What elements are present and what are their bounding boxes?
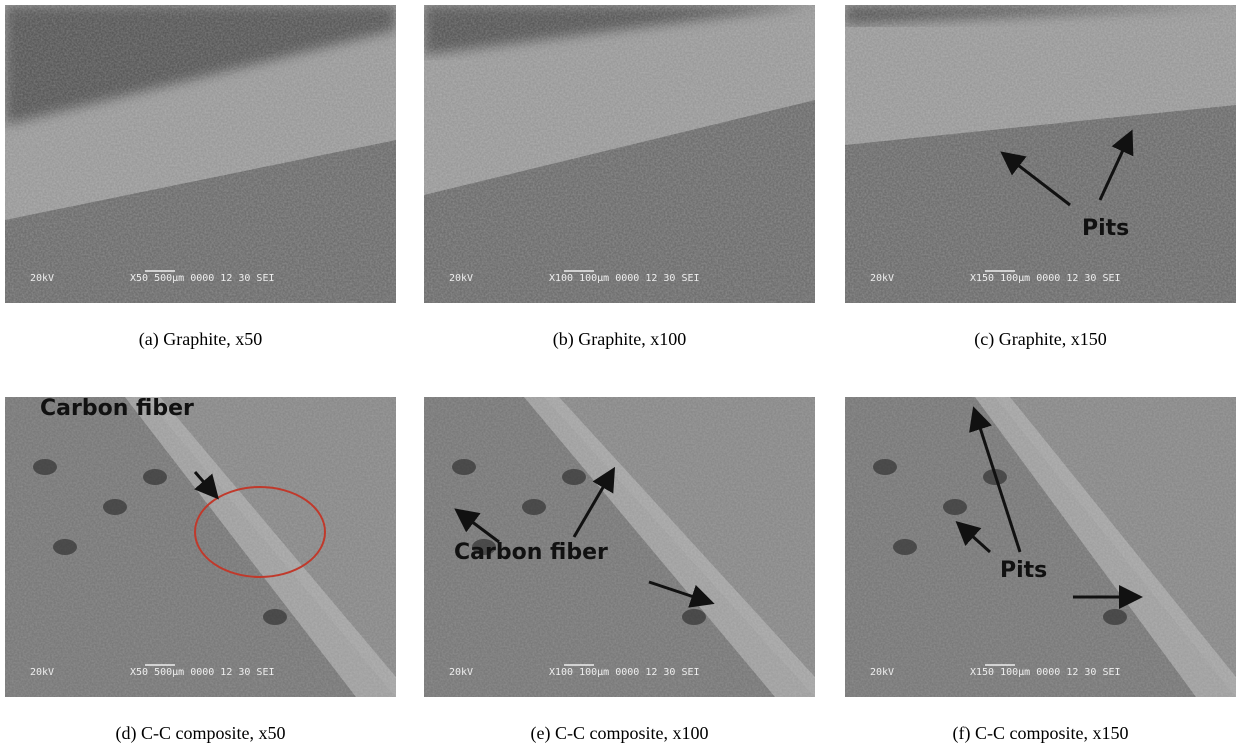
pit <box>682 609 706 625</box>
caption: (a) Graphite, x50 <box>139 329 262 350</box>
pit <box>263 609 287 625</box>
sem-image: 20kV X50 500µm 0000 12 30 SEI Carbon fiber <box>5 396 396 697</box>
pit <box>943 499 967 515</box>
sem-image: 20kV X50 500µm 0000 12 30 SEI <box>5 5 396 303</box>
scale-info: X150 100µm 0000 12 30 SEI <box>970 273 1121 284</box>
voltage: 20kV <box>30 667 54 678</box>
image-content: 20kV X150 100µm 0000 12 30 SEI Pits <box>845 397 1236 697</box>
voltage: 20kV <box>870 273 894 284</box>
voltage: 20kV <box>30 273 54 284</box>
voltage: 20kV <box>449 667 473 678</box>
caption: (b) Graphite, x100 <box>553 329 686 350</box>
scale-info: X50 500µm 0000 12 30 SEI <box>130 273 275 284</box>
pit <box>143 469 167 485</box>
texture <box>5 5 396 303</box>
caption: (c) Graphite, x150 <box>974 329 1106 350</box>
pit <box>103 499 127 515</box>
figure: 20kV X50 500µm 0000 12 30 SEI (a) Graphite… <box>0 0 1243 744</box>
pit <box>53 539 77 555</box>
texture <box>845 5 1236 303</box>
voltage: 20kV <box>449 273 473 284</box>
pit <box>522 499 546 515</box>
image-content: 20kV X100 100µm 0000 12 30 SEI Carbon fibe… <box>424 397 815 697</box>
voltage: 20kV <box>870 667 894 678</box>
caption: (d) C-C composite, x50 <box>116 723 286 744</box>
texture <box>424 5 815 303</box>
pit <box>1103 609 1127 625</box>
sem-image: 20kV X100 100µm 0000 12 30 SEI Carbon fibe… <box>424 397 815 697</box>
pit <box>873 459 897 475</box>
pit <box>33 459 57 475</box>
pit <box>893 539 917 555</box>
image-content: 20kV X50 500µm 0000 12 30 SEI <box>5 5 396 303</box>
annotation: Carbon fiber <box>454 540 608 565</box>
scale-info: X100 100µm 0000 12 30 SEI <box>549 273 700 284</box>
image-content: 20kV X100 100µm 0000 12 30 SEI <box>424 5 815 303</box>
scale-info: X100 100µm 0000 12 30 SEI <box>549 667 700 678</box>
pit <box>562 469 586 485</box>
scale-info: X150 100µm 0000 12 30 SEI <box>970 667 1121 678</box>
annotation: Pits <box>1082 216 1129 241</box>
sem-image: 20kV X150 100µm 0000 12 30 SEI Pits <box>845 5 1236 303</box>
image-content: 20kV X150 100µm 0000 12 30 SEI Pits <box>845 5 1236 303</box>
caption: (e) C-C composite, x100 <box>531 723 709 744</box>
sem-image: 20kV X100 100µm 0000 12 30 SEI <box>424 5 815 303</box>
scale-info: X50 500µm 0000 12 30 SEI <box>130 667 275 678</box>
annotation: Pits <box>1000 558 1047 583</box>
annotation: Carbon fiber <box>40 396 194 421</box>
image-content: 20kV X50 500µm 0000 12 30 SEI Carbon fiber <box>5 396 396 697</box>
caption: (f) C-C composite, x150 <box>953 723 1129 744</box>
sem-image: 20kV X150 100µm 0000 12 30 SEI Pits <box>845 397 1236 697</box>
pit <box>452 459 476 475</box>
